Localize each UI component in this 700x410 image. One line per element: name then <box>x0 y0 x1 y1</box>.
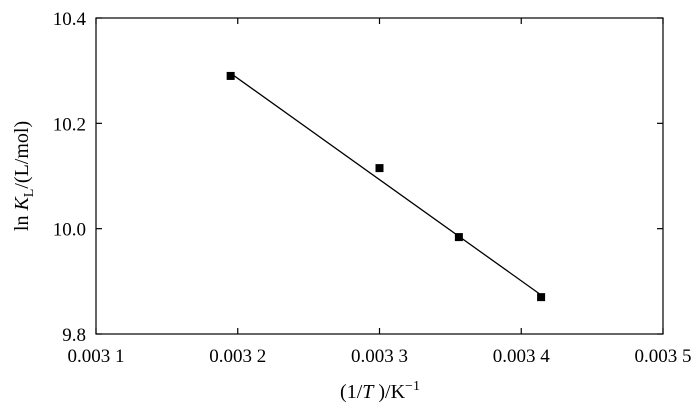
y-tick-label: 10.2 <box>53 114 86 135</box>
data-point <box>537 293 546 302</box>
y-tick-label: 10.4 <box>53 9 87 30</box>
x-tick-label: 0.003 3 <box>351 346 408 367</box>
data-markers <box>226 71 546 302</box>
x-tick-label: 0.003 5 <box>635 346 692 367</box>
data-point <box>375 164 384 173</box>
x-axis-title: (1/T )/K−1 <box>340 379 420 403</box>
plot-frame <box>95 17 664 335</box>
x-tick-label: 0.003 1 <box>68 346 125 367</box>
data-point <box>454 233 463 242</box>
data-point <box>226 71 235 80</box>
y-axis-title: ln KL/(L/mol) <box>11 121 37 231</box>
ticks <box>95 17 664 335</box>
fit-line <box>230 72 542 296</box>
x-tick-label: 0.003 4 <box>493 346 551 367</box>
tick-labels: 0.003 1 0.003 2 0.003 3 0.003 4 0.003 5 9.8 10… <box>53 9 692 367</box>
y-tick-label: 9.8 <box>62 325 86 346</box>
x-tick-label: 0.003 2 <box>209 346 266 367</box>
y-tick-label: 10.0 <box>53 220 86 241</box>
